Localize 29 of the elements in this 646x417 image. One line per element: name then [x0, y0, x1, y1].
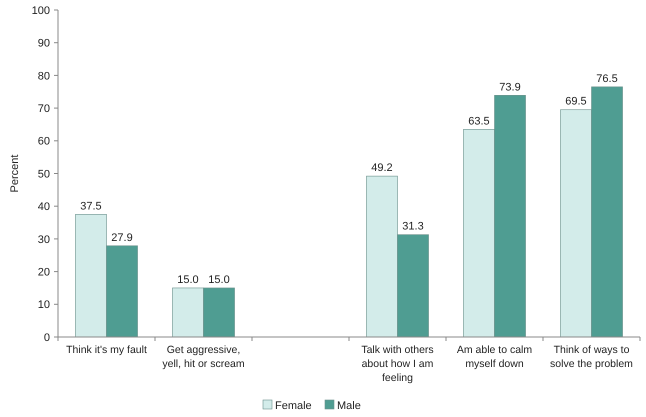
x-tick-label: Think of ways to solve the problem: [550, 344, 634, 370]
y-tick-label: 40: [38, 201, 50, 214]
data-label: 69.5: [565, 96, 587, 108]
y-tick-label: 100: [32, 4, 50, 17]
data-label: 27.9: [111, 232, 133, 244]
data-label: 76.5: [596, 72, 618, 85]
data-label: 15.0: [177, 274, 199, 286]
data-label: 31.3: [402, 220, 424, 233]
data-label: 63.5: [468, 115, 490, 128]
y-axis-title: Percent: [9, 154, 21, 192]
data-label: 15.0: [208, 274, 230, 286]
x-tick-label: Get aggressive, yell, hit or scream: [162, 344, 245, 370]
y-tick-label: 20: [38, 266, 50, 278]
x-tick-label: Talk with others about how I am feeling: [361, 344, 434, 384]
data-label: 37.5: [80, 200, 102, 212]
data-label: 73.9: [499, 81, 521, 94]
x-tick-label: Am able to calm myself down: [456, 344, 532, 370]
y-tick-label: 80: [38, 70, 50, 82]
y-tick-label: 70: [38, 102, 50, 115]
y-tick-label: 50: [38, 168, 50, 180]
y-tick-label: 30: [38, 234, 50, 246]
legend-label: Female: [275, 400, 312, 412]
legend-label: Male: [337, 400, 361, 412]
x-tick-label: Think it's my fault: [66, 344, 147, 356]
y-tick-label: 60: [38, 136, 50, 148]
y-tick-label: 10: [38, 299, 50, 312]
data-label: 49.2: [371, 162, 393, 174]
y-tick-label: 0: [44, 332, 50, 344]
y-tick-label: 90: [38, 38, 50, 50]
